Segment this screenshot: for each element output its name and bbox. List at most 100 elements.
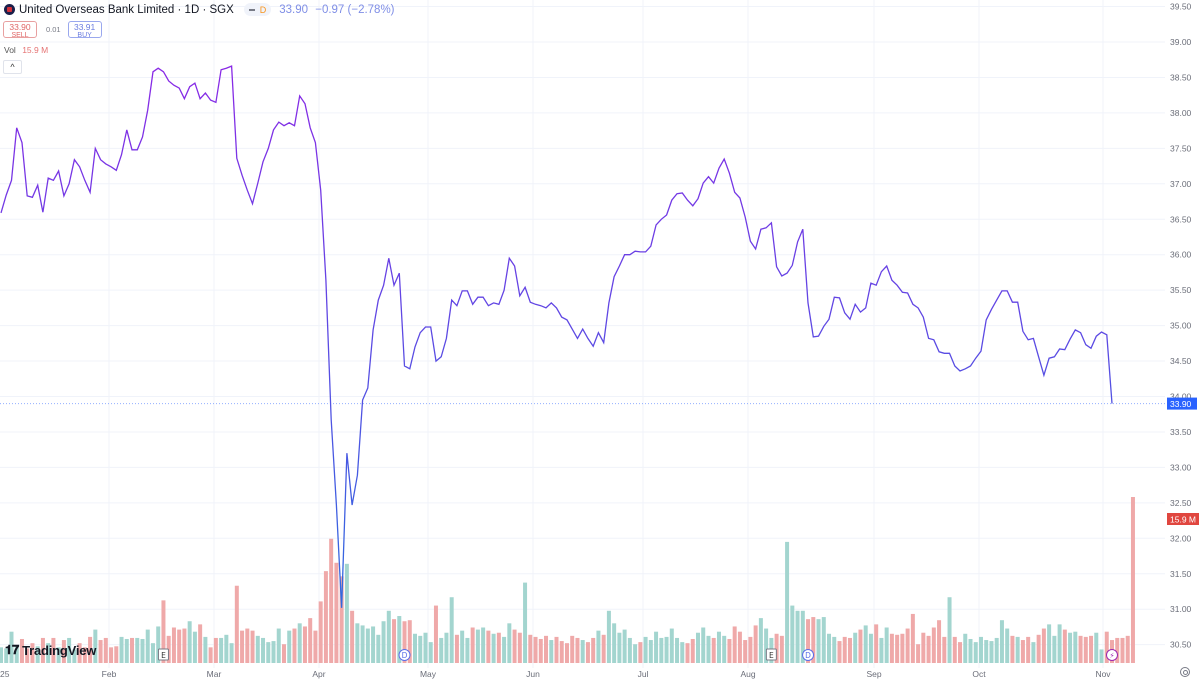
volume-bar	[329, 538, 334, 663]
volume-bar	[371, 626, 376, 663]
volume-bar	[261, 637, 266, 663]
volume-bar	[947, 597, 952, 663]
volume-bar	[1041, 628, 1046, 663]
volume-bar	[177, 629, 182, 663]
time-tick-label: May	[420, 669, 437, 679]
price-tick-label: 38.00	[1170, 108, 1192, 118]
volume-bar	[344, 563, 349, 663]
buy-button[interactable]: 33.91 BUY	[67, 21, 102, 39]
volume-bar	[528, 634, 533, 663]
volume-bar	[444, 632, 449, 663]
sell-button[interactable]: 33.90 SELL	[3, 21, 37, 39]
volume-bar	[82, 647, 87, 663]
volume-bar	[407, 620, 412, 663]
volume-bar	[124, 638, 129, 663]
volume-bar	[821, 617, 826, 663]
dividend-icon	[802, 649, 815, 661]
dividend-marker[interactable]: D	[398, 649, 411, 661]
volume-bar	[61, 640, 66, 663]
volume-bar	[376, 634, 381, 663]
price-axis[interactable]: 39.50 39.00 38.50 38.00 37.50 37.00 36.50 36.00…	[1170, 2, 1192, 650]
volume-bar	[171, 627, 176, 663]
volume-bar	[690, 638, 695, 663]
last-volume-tag	[1167, 513, 1199, 525]
volume-bar	[323, 571, 328, 663]
market-status-pill[interactable]: D	[243, 3, 272, 16]
volume-bar	[297, 623, 302, 663]
volume-bar	[192, 631, 197, 663]
time-tick-label: Aug	[740, 669, 755, 679]
volume-bar	[360, 625, 365, 663]
volume-bar	[56, 647, 61, 663]
dividend-marker[interactable]: D	[802, 649, 815, 661]
volume-bar	[585, 642, 590, 663]
volume-bar	[968, 638, 973, 663]
volume-bar	[1094, 632, 1099, 663]
volume-bar	[795, 610, 800, 663]
volume-bar	[234, 585, 239, 663]
volume-bar	[847, 637, 852, 663]
spread: 0.01	[46, 25, 61, 34]
volume-bar	[695, 632, 700, 663]
volume-bar	[255, 635, 260, 663]
volume-bar	[4, 648, 9, 663]
settings-gear-icon[interactable]	[1180, 667, 1190, 677]
volume-bar	[507, 623, 512, 663]
volume-bar	[601, 634, 606, 663]
volume-bar	[339, 576, 344, 663]
time-axis[interactable]: 25 Feb Mar Apr May Jun Jul Aug Sep Oct Nov	[0, 669, 1111, 679]
last-price: 33.90	[279, 3, 309, 16]
volume-bar	[365, 628, 370, 663]
volume-bar	[785, 541, 790, 663]
grid	[0, 0, 1165, 668]
volume-bar	[271, 641, 276, 663]
earnings-marker[interactable]: E	[765, 648, 777, 661]
volume-bar	[1099, 649, 1104, 663]
volume-bar	[633, 644, 638, 663]
marker-label: D	[402, 651, 408, 660]
volume-bar	[858, 629, 863, 663]
volume-bar	[863, 625, 868, 663]
volume-bar	[245, 628, 250, 663]
tradingview-logo-text: TradingView	[22, 642, 97, 658]
volume-bar	[842, 636, 847, 663]
volume-bar	[46, 643, 51, 663]
volume-bar	[318, 601, 323, 663]
volume-bar	[386, 610, 391, 663]
volume-bar	[685, 643, 690, 663]
volume-bar	[130, 637, 135, 663]
volume-bar	[779, 635, 784, 663]
volume-bar	[240, 630, 245, 663]
time-tick-label: Jun	[526, 669, 540, 679]
time-tick-label: Jul	[638, 669, 649, 679]
volume-bar	[711, 637, 716, 663]
volume-bar	[161, 600, 166, 663]
volume-bar	[905, 628, 910, 663]
split-flash-marker[interactable]: ⚡	[1106, 649, 1118, 661]
event-markers[interactable]: E D E D ⚡	[157, 648, 1118, 661]
collapse-legend-button[interactable]: ^	[3, 60, 22, 74]
volume-bar	[706, 635, 711, 663]
volume-bar	[67, 637, 72, 663]
earnings-icon	[765, 648, 777, 661]
volume-bar	[109, 647, 114, 663]
tradingview-logo[interactable]: 𝟏𝟕 TradingView	[5, 642, 96, 658]
volume-bar	[533, 636, 538, 663]
symbol-title[interactable]: United Overseas Bank Limited · 1D · SGX	[19, 3, 234, 16]
volume-bar	[350, 610, 355, 663]
price-tick-label: 35.00	[1170, 321, 1192, 331]
volume-bar	[559, 641, 564, 663]
volume-bar	[958, 642, 963, 663]
volume-bar	[40, 637, 45, 663]
volume-bar	[1130, 497, 1135, 663]
volume-bar	[381, 621, 386, 663]
volume-bar	[1026, 636, 1031, 663]
volume-value: 15.9 M	[22, 45, 49, 55]
volume-bar	[591, 637, 596, 663]
volume-bar	[114, 646, 119, 663]
volume-bar	[806, 619, 811, 663]
volume-bar	[9, 631, 14, 663]
earnings-marker[interactable]: E	[157, 648, 169, 661]
price-tick-label: 34.50	[1170, 356, 1192, 366]
